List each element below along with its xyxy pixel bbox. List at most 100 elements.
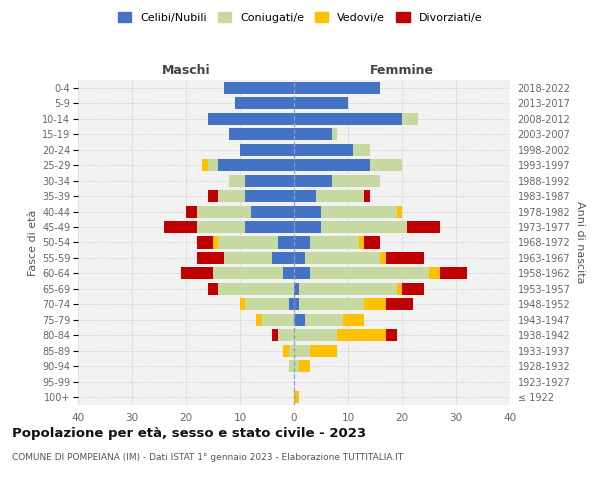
Bar bbox=[240, 144, 294, 156]
Bar bbox=[283, 345, 289, 357]
Bar bbox=[224, 252, 272, 264]
Bar bbox=[213, 268, 283, 280]
Bar bbox=[337, 330, 386, 342]
Bar bbox=[294, 268, 310, 280]
Bar bbox=[294, 283, 299, 295]
Bar bbox=[251, 206, 294, 218]
Bar bbox=[245, 221, 294, 233]
Bar bbox=[197, 236, 213, 248]
Bar bbox=[294, 82, 380, 94]
Bar bbox=[402, 283, 424, 295]
Text: Popolazione per età, sesso e stato civile - 2023: Popolazione per età, sesso e stato civil… bbox=[12, 428, 366, 440]
Bar bbox=[240, 298, 245, 310]
Bar bbox=[294, 97, 348, 109]
Bar bbox=[197, 252, 224, 264]
Bar bbox=[294, 174, 332, 186]
Y-axis label: Fasce di età: Fasce di età bbox=[28, 210, 38, 276]
Bar bbox=[402, 112, 418, 124]
Bar bbox=[272, 252, 294, 264]
Bar bbox=[310, 268, 429, 280]
Bar bbox=[283, 268, 294, 280]
Bar bbox=[321, 206, 397, 218]
Bar bbox=[294, 236, 310, 248]
Y-axis label: Anni di nascita: Anni di nascita bbox=[575, 201, 585, 284]
Bar bbox=[386, 330, 397, 342]
Bar bbox=[294, 314, 305, 326]
Bar bbox=[235, 97, 294, 109]
Bar bbox=[289, 345, 294, 357]
Bar bbox=[440, 268, 467, 280]
Bar bbox=[294, 206, 321, 218]
Bar bbox=[299, 360, 310, 372]
Bar bbox=[294, 190, 316, 202]
Bar bbox=[380, 252, 386, 264]
Bar bbox=[294, 221, 321, 233]
Bar bbox=[299, 283, 397, 295]
Bar bbox=[208, 159, 218, 171]
Bar bbox=[278, 330, 294, 342]
Bar bbox=[343, 314, 364, 326]
Bar bbox=[272, 330, 278, 342]
Bar bbox=[353, 144, 370, 156]
Bar bbox=[294, 345, 310, 357]
Bar bbox=[370, 159, 402, 171]
Bar bbox=[218, 159, 294, 171]
Bar bbox=[364, 236, 380, 248]
Bar bbox=[245, 298, 289, 310]
Bar bbox=[294, 360, 299, 372]
Bar bbox=[294, 112, 402, 124]
Text: Femmine: Femmine bbox=[370, 64, 434, 78]
Bar bbox=[208, 112, 294, 124]
Bar bbox=[294, 159, 370, 171]
Bar bbox=[364, 298, 386, 310]
Bar bbox=[321, 221, 407, 233]
Bar bbox=[224, 82, 294, 94]
Bar bbox=[294, 252, 305, 264]
Bar bbox=[429, 268, 440, 280]
Bar bbox=[229, 174, 245, 186]
Bar bbox=[218, 236, 278, 248]
Bar bbox=[208, 190, 218, 202]
Legend: Celibi/Nubili, Coniugati/e, Vedovi/e, Divorziati/e: Celibi/Nubili, Coniugati/e, Vedovi/e, Di… bbox=[113, 8, 487, 28]
Bar bbox=[229, 128, 294, 140]
Bar bbox=[310, 236, 359, 248]
Bar bbox=[294, 391, 299, 404]
Bar bbox=[386, 252, 424, 264]
Bar bbox=[407, 221, 440, 233]
Bar bbox=[181, 268, 213, 280]
Bar bbox=[289, 360, 294, 372]
Bar bbox=[256, 314, 262, 326]
Bar bbox=[218, 283, 294, 295]
Bar bbox=[294, 330, 337, 342]
Bar bbox=[332, 128, 337, 140]
Bar bbox=[294, 128, 332, 140]
Bar bbox=[262, 314, 294, 326]
Bar bbox=[397, 283, 402, 295]
Bar bbox=[213, 236, 218, 248]
Bar bbox=[164, 221, 197, 233]
Bar bbox=[186, 206, 197, 218]
Bar bbox=[294, 298, 299, 310]
Text: COMUNE DI POMPEIANA (IM) - Dati ISTAT 1° gennaio 2023 - Elaborazione TUTTITALIA.: COMUNE DI POMPEIANA (IM) - Dati ISTAT 1°… bbox=[12, 452, 403, 462]
Bar bbox=[316, 190, 364, 202]
Bar bbox=[310, 345, 337, 357]
Bar bbox=[197, 221, 245, 233]
Bar bbox=[359, 236, 364, 248]
Bar bbox=[305, 252, 380, 264]
Bar bbox=[278, 236, 294, 248]
Bar bbox=[208, 283, 218, 295]
Bar bbox=[397, 206, 402, 218]
Bar bbox=[245, 190, 294, 202]
Bar bbox=[245, 174, 294, 186]
Bar bbox=[218, 190, 245, 202]
Bar bbox=[197, 206, 251, 218]
Bar bbox=[332, 174, 380, 186]
Bar bbox=[364, 190, 370, 202]
Bar bbox=[294, 144, 353, 156]
Text: Maschi: Maschi bbox=[161, 64, 211, 78]
Bar bbox=[305, 314, 343, 326]
Bar bbox=[386, 298, 413, 310]
Bar bbox=[202, 159, 208, 171]
Bar bbox=[299, 298, 364, 310]
Bar bbox=[289, 298, 294, 310]
